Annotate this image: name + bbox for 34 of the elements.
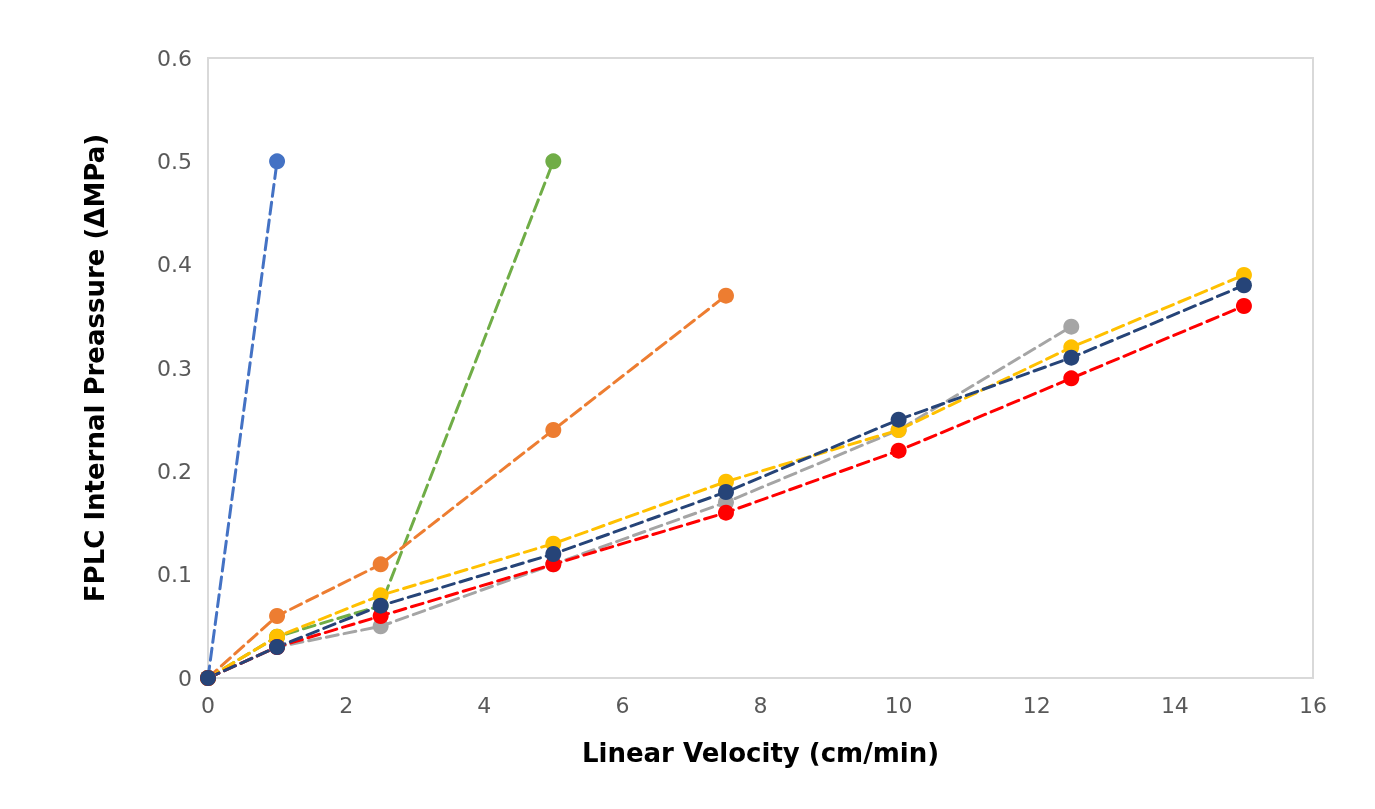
y-tick-label: 0.3 <box>157 355 192 381</box>
point <box>1235 298 1252 314</box>
y-tick-label: 0 <box>178 665 192 691</box>
point <box>1235 277 1252 294</box>
point <box>269 608 286 624</box>
y-tick-label: 0.1 <box>157 562 192 588</box>
x-tick-label: 8 <box>753 692 768 718</box>
x-tick-label: 14 <box>1160 692 1189 718</box>
x-tick-label: 6 <box>615 692 630 718</box>
x-tick-label: 12 <box>1022 692 1051 718</box>
point <box>545 153 562 170</box>
y-tick-label: 0.4 <box>157 252 192 278</box>
x-tick-label: 16 <box>1299 692 1327 718</box>
point <box>717 287 734 304</box>
x-axis-title: Linear Velocity (cm/min) <box>581 738 940 768</box>
point <box>1063 349 1080 366</box>
point <box>717 504 734 521</box>
point <box>717 484 734 500</box>
x-tick-label: 2 <box>339 692 354 718</box>
point <box>890 411 907 428</box>
x-tick-label: 4 <box>477 692 492 718</box>
y-tick-label: 0.2 <box>157 458 192 484</box>
point <box>1063 370 1080 387</box>
point <box>545 422 562 438</box>
point <box>269 153 286 170</box>
y-axis-title: FPLC Internal Preassure (ΔMPa) <box>80 133 110 603</box>
point <box>372 556 389 573</box>
x-tick-label: 10 <box>884 692 913 718</box>
point <box>545 546 562 562</box>
y-tick-label: 0.5 <box>157 148 192 174</box>
x-tick-label: 0 <box>201 692 215 718</box>
y-tick-label: 0.6 <box>157 45 192 71</box>
point <box>890 442 907 459</box>
point <box>1063 318 1080 335</box>
